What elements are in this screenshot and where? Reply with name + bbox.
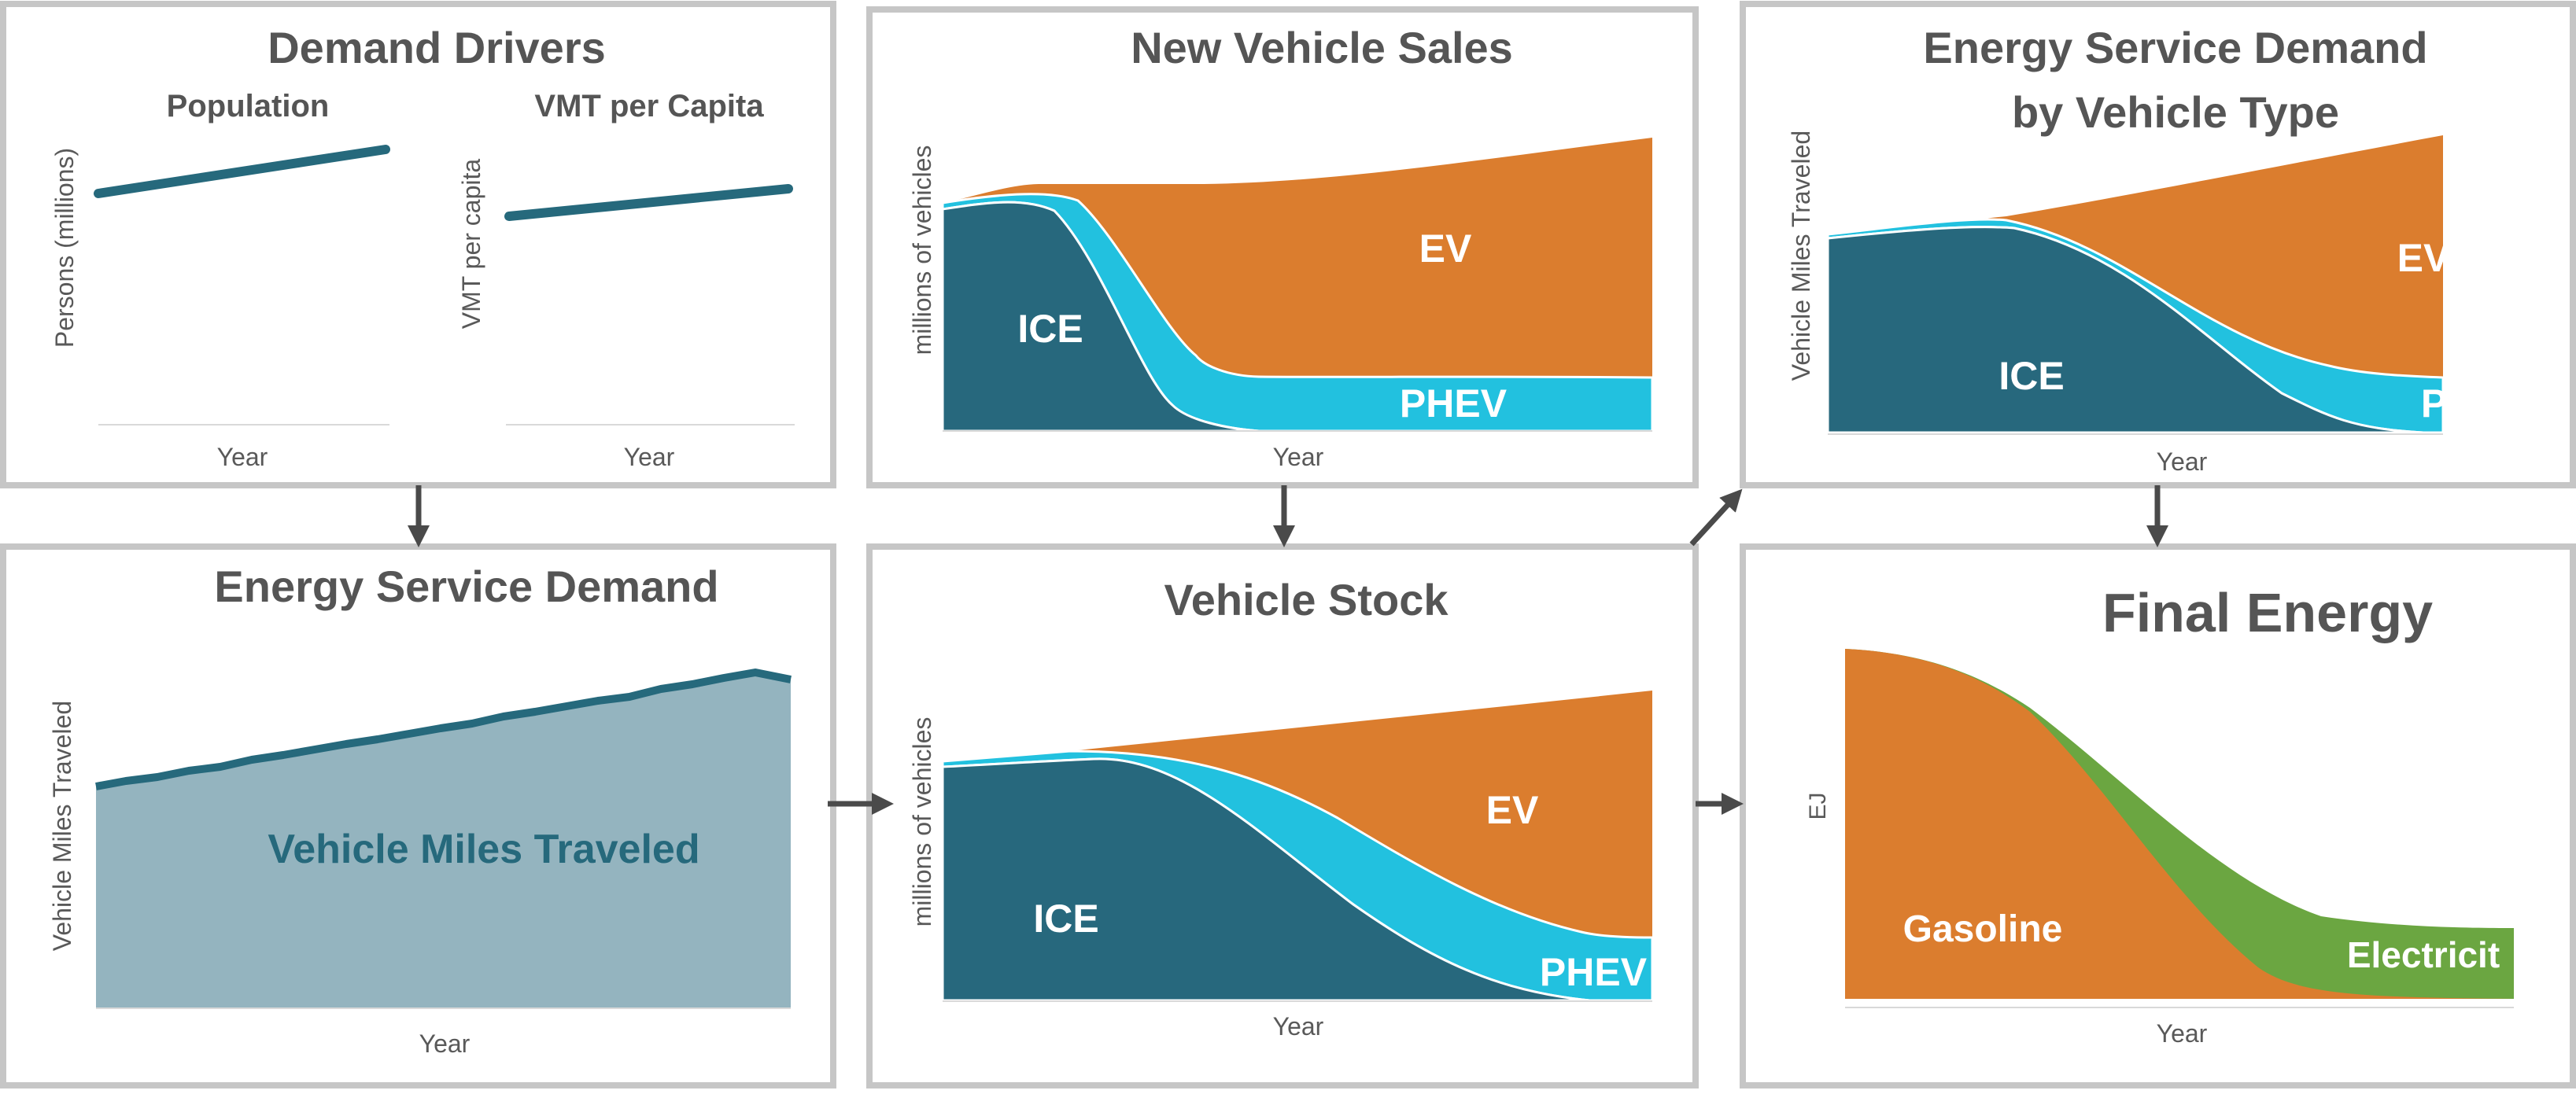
vehicle-stock-ylabel: millions of vehicles	[908, 717, 936, 927]
vehicle-stock-title: Vehicle Stock	[1164, 575, 1449, 624]
sales-phev-label: PHEV	[1400, 381, 1508, 425]
stock-ev-label: EV	[1486, 788, 1539, 832]
new-vehicle-sales-ylabel: millions of vehicles	[908, 145, 936, 355]
demand-drivers: Demand Drivers Population Persons (milli…	[50, 23, 795, 471]
vmt-area-label: Vehicle Miles Traveled	[268, 827, 699, 872]
stock-ice-area	[941, 757, 1590, 1002]
vmt-area	[96, 672, 791, 1008]
energy-service-demand-title: Energy Service Demand	[214, 562, 718, 611]
energy-service-demand-xlabel: Year	[419, 1030, 471, 1058]
sales-ev-label: EV	[1419, 227, 1472, 271]
by-type-phev-label: PHEV	[2421, 381, 2529, 425]
population-subtitle: Population	[167, 89, 330, 123]
by-type-ev-label: EV	[2397, 236, 2450, 280]
vmt-per-capita-ylabel: VMT per capita	[457, 159, 485, 330]
new-vehicle-sales: New Vehicle Sales millions of vehicles I…	[908, 23, 1654, 471]
panel-demand-drivers	[0, 1, 836, 488]
by-type-ylabel: Vehicle Miles Traveled	[1787, 131, 1815, 381]
final-energy-title: Final Energy	[2102, 582, 2433, 643]
final-energy-gasoline-label: Gasoline	[1903, 908, 2063, 950]
final-energy-electricity-label: Electricit	[2347, 934, 2500, 975]
population-xlabel: Year	[217, 443, 268, 471]
final-energy-xlabel: Year	[2157, 1019, 2208, 1048]
vehicle-stock: Vehicle Stock millions of vehicles ICE E…	[908, 575, 1654, 1041]
by-type-title-line1: Energy Service Demand	[1923, 23, 2427, 72]
vmt-per-capita-line	[504, 184, 793, 221]
vehicle-stock-xlabel: Year	[1273, 1012, 1324, 1041]
vmt-per-capita-subtitle: VMT per Capita	[534, 89, 764, 123]
new-vehicle-sales-xlabel: Year	[1273, 443, 1324, 471]
final-energy: Final Energy EJ Gasoline Electricit Year	[1805, 582, 2514, 1048]
by-type-xlabel: Year	[2157, 448, 2208, 476]
stock-phev-label: PHEV	[1540, 950, 1648, 994]
stock-ice-label: ICE	[1033, 897, 1098, 941]
sales-ice-label: ICE	[1017, 307, 1083, 351]
sales-ev-area	[943, 138, 1652, 378]
final-energy-gasoline-area	[1845, 649, 2514, 999]
population-line	[94, 145, 390, 198]
energy-service-demand: Energy Service Demand Vehicle Miles Trav…	[48, 562, 792, 1058]
vmt-line	[95, 669, 792, 790]
by-type-ev-area	[1828, 135, 2443, 378]
arrow-stock-to-by-type	[1689, 488, 1743, 547]
energy-service-by-type: Energy Service Demand by Vehicle Type Ve…	[1787, 23, 2529, 476]
energy-service-demand-ylabel: Vehicle Miles Traveled	[48, 701, 76, 951]
demand-drivers-title: Demand Drivers	[268, 23, 606, 72]
population-ylabel: Persons (millions)	[50, 148, 79, 348]
new-vehicle-sales-title: New Vehicle Sales	[1131, 23, 1513, 72]
final-energy-ylabel: EJ	[1805, 792, 1831, 820]
vmt-per-capita-xlabel: Year	[624, 443, 675, 471]
by-type-title-line2: by Vehicle Type	[2012, 87, 2339, 137]
by-type-ice-label: ICE	[1998, 354, 2064, 398]
by-type-ice-area	[1826, 226, 2424, 434]
sales-ice-area	[941, 201, 1260, 433]
